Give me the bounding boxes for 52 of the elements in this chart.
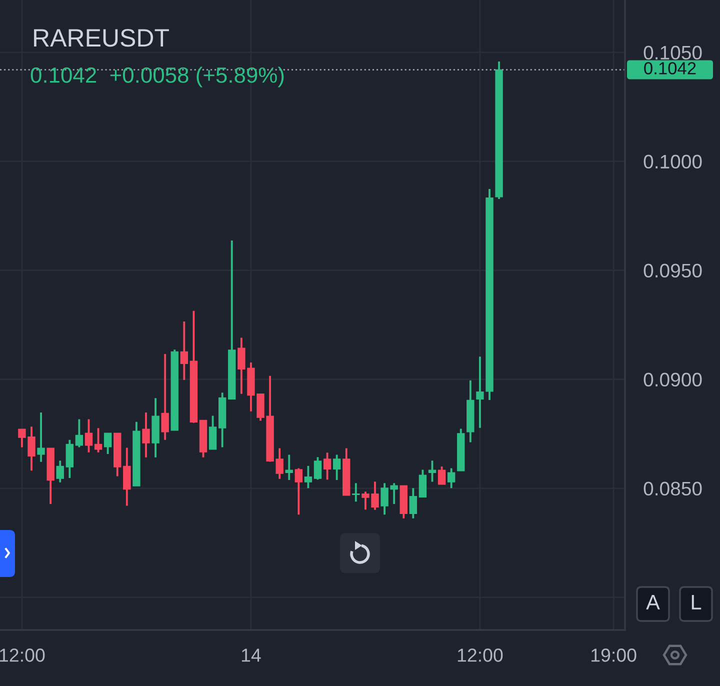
candlestick xyxy=(400,485,408,518)
candlestick xyxy=(199,420,208,458)
candlestick xyxy=(66,440,74,478)
candlestick xyxy=(314,457,322,480)
x-tick-label: 19:00 xyxy=(592,648,636,662)
candlestick xyxy=(342,448,350,496)
candlestick xyxy=(476,356,484,428)
candlestick xyxy=(37,412,45,462)
candlestick xyxy=(304,466,312,488)
text: L xyxy=(692,595,702,610)
candlestick xyxy=(486,189,494,400)
candlestick xyxy=(180,322,188,380)
candlestick xyxy=(132,422,140,486)
candlestick xyxy=(208,416,217,450)
ref-line-label: 0.1042 xyxy=(644,62,696,74)
candlestick xyxy=(285,454,293,480)
x-tick-label: 14 xyxy=(242,648,261,662)
candlestick xyxy=(438,466,446,485)
candlestick xyxy=(190,310,198,423)
x-tick-label: 12:00 xyxy=(0,648,45,662)
candlestick xyxy=(447,468,456,488)
text: 0.1042 +0.0058 (+5.89%) xyxy=(30,66,284,88)
y-tick-label: 0.1000 xyxy=(644,154,702,169)
candlestick xyxy=(152,398,160,458)
candlestick xyxy=(409,488,418,518)
candlestick xyxy=(56,460,64,482)
candlestick xyxy=(466,380,474,442)
candlestick xyxy=(418,470,427,498)
candlestick xyxy=(294,468,303,515)
candlestick xyxy=(123,448,131,506)
candlestick xyxy=(114,432,122,476)
y-tick-label: 0.0950 xyxy=(644,264,702,278)
y-tick-label: 0.0900 xyxy=(644,372,702,387)
candlestick xyxy=(46,448,54,504)
candlestick xyxy=(352,483,360,502)
candlestick xyxy=(228,240,236,400)
candlestick xyxy=(104,432,112,454)
candlestick xyxy=(218,392,226,448)
candlestick xyxy=(161,354,169,440)
x-tick-label: 12:00 xyxy=(458,648,503,662)
candlestick xyxy=(332,454,341,480)
y-tick-label: 0.1050 xyxy=(644,46,702,60)
candlestick xyxy=(323,452,332,480)
candlestick xyxy=(142,412,150,458)
candlestick xyxy=(170,350,178,431)
candlestick xyxy=(84,419,93,452)
y-tick-label: 0.0850 xyxy=(644,482,702,496)
text: A xyxy=(646,595,660,610)
text: RAREUSDT xyxy=(34,29,169,47)
candlestick xyxy=(457,428,465,472)
candlestick xyxy=(75,419,84,448)
candlestick xyxy=(495,61,503,200)
